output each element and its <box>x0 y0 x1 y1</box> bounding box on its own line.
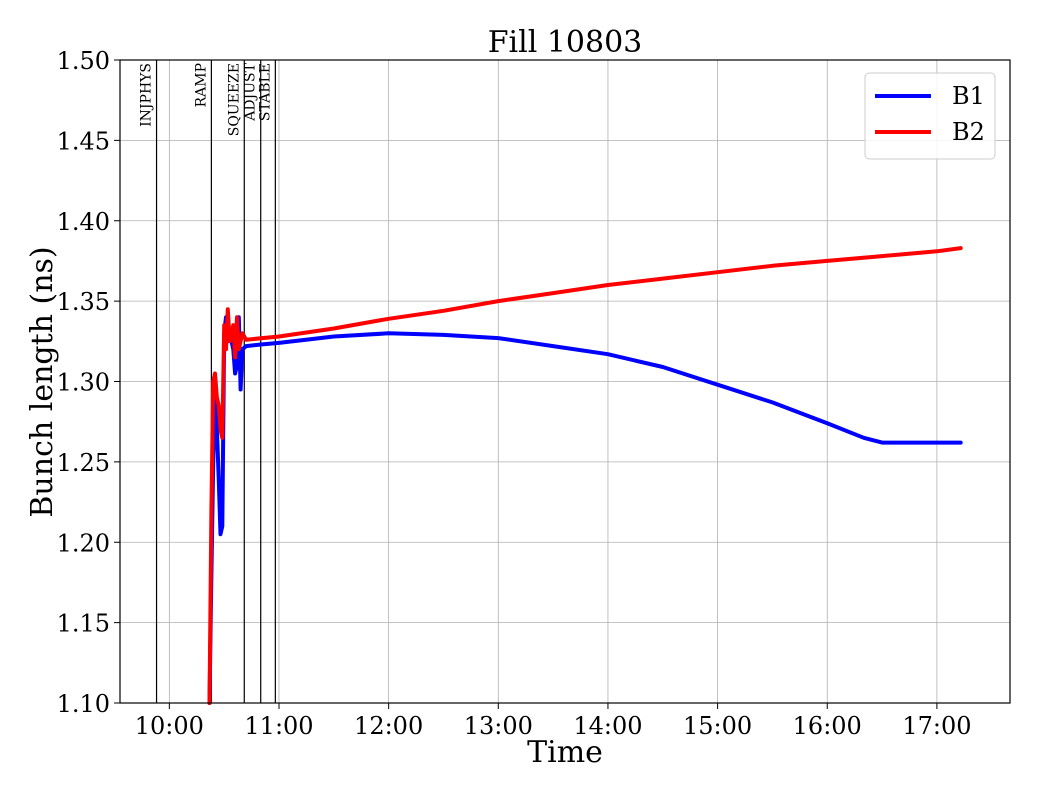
legend-label-b2: B2 <box>952 118 985 146</box>
x-tick-label: 15:00 <box>683 712 752 740</box>
phase-label-injphys: INJPHYS <box>139 63 155 127</box>
phase-label-squeeze: SQUEEZE <box>226 63 242 136</box>
y-tick-label: 1.50 <box>57 47 110 75</box>
x-tick-label: 17:00 <box>902 712 971 740</box>
x-tick-label: 11:00 <box>244 712 313 740</box>
legend-label-b1: B1 <box>952 82 985 110</box>
x-tick-label: 13:00 <box>464 712 533 740</box>
x-axis-ticks: 10:00 11:00 12:00 13:00 14:00 15:00 16:00 17:00 <box>135 703 971 740</box>
y-tick-label: 1.30 <box>57 369 110 397</box>
series-line-b1 <box>207 315 963 705</box>
phase-label-ramp: RAMP <box>193 63 209 107</box>
x-axis-label: Time <box>527 735 603 770</box>
series-line-b2 <box>207 246 963 705</box>
phase-label-stable: STABLE <box>257 63 273 121</box>
chart-title: Fill 10803 <box>488 25 643 60</box>
x-tick-label: 14:00 <box>573 712 642 740</box>
y-tick-label: 1.10 <box>57 690 110 718</box>
y-tick-label: 1.45 <box>57 127 110 155</box>
y-tick-label: 1.20 <box>57 529 110 557</box>
x-tick-label: 12:00 <box>354 712 423 740</box>
y-tick-label: 1.15 <box>57 610 110 638</box>
x-tick-label: 10:00 <box>135 712 204 740</box>
y-tick-label: 1.25 <box>57 449 110 477</box>
y-tick-label: 1.40 <box>57 208 110 236</box>
x-tick-label: 16:00 <box>793 712 862 740</box>
y-axis-label: Bunch length (ns) <box>25 246 60 517</box>
y-tick-label: 1.35 <box>57 288 110 316</box>
y-axis-ticks: 1.10 1.15 1.20 1.25 1.30 1.35 1.40 1.45 1.50 <box>57 47 120 718</box>
series-layer <box>207 246 963 705</box>
phase-label-adjust: ADJUST <box>243 62 259 121</box>
